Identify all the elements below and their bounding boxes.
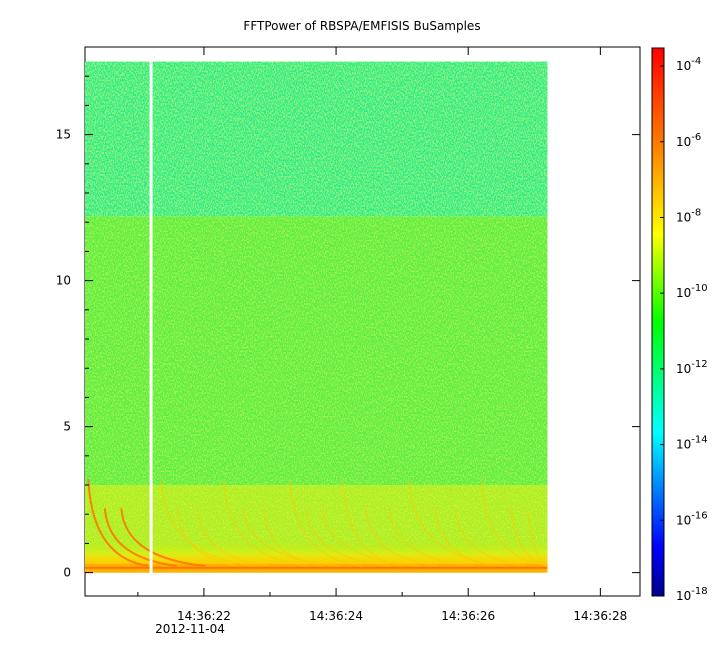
y-tick-label: 15	[56, 128, 71, 142]
colorbar-tick-label: 10-18	[676, 586, 708, 603]
whistler-trace	[87, 479, 149, 567]
heatmap-region-1	[85, 216, 548, 486]
whistler-trace	[365, 508, 438, 567]
colorbar-tick-label: 10-16	[676, 510, 708, 527]
colorbar	[651, 47, 665, 597]
x-axis: 14:36:22 14:36:24 14:36:26 14:36:28	[137, 47, 627, 623]
y-tick-label: 0	[63, 566, 71, 580]
y-tick-label: 10	[56, 274, 71, 288]
y-tick-label: 5	[63, 420, 71, 434]
y-axis: 0 5 10 15	[56, 75, 640, 580]
whistler-trace	[103, 508, 177, 567]
whistler-trace	[120, 508, 206, 567]
whistler-trace	[223, 479, 308, 567]
whistler-trace	[388, 508, 473, 567]
colorbar-tick-label: 10-6	[676, 132, 701, 149]
x-tick-label: 14:36:24	[309, 609, 363, 623]
whistler-trace	[262, 508, 324, 567]
heatmap-region-0	[85, 61, 548, 217]
x-axis-date-label: 2012-11-04	[155, 622, 225, 636]
whistler-trace	[176, 508, 238, 567]
low-frequency-gradient	[85, 537, 548, 564]
whistler-trace	[526, 508, 548, 567]
whistler-trace	[434, 508, 496, 567]
whistler-trace	[480, 479, 548, 567]
whistler-trace	[160, 479, 258, 567]
chart-title: FFTPower of RBSPA/EMFISIS BuSamples	[243, 19, 480, 33]
x-tick-label: 14:36:28	[573, 609, 627, 623]
colorbar-tick-label: 10-8	[676, 207, 701, 224]
low-frequency-line	[85, 566, 548, 569]
spectrogram-area	[85, 61, 548, 573]
data-gap-line	[149, 61, 153, 575]
colorbar-ticks: 10-4 10-6 10-8 10-10 10-12 10-14 10-16 10-18	[660, 56, 708, 603]
whistler-trace	[196, 508, 270, 567]
whistler-trace	[305, 508, 391, 567]
whistler-trace	[408, 479, 505, 567]
colorbar-tick-label: 10-10	[676, 283, 708, 300]
colorbar-tick-label: 10-14	[676, 435, 708, 452]
whistler-trace	[454, 508, 528, 567]
whistler-trace	[510, 508, 548, 567]
whistler-trace	[242, 508, 340, 567]
whistler-trace	[322, 508, 419, 567]
x-tick-label: 14:36:26	[441, 609, 495, 623]
colorbar-tick-label: 10-4	[676, 56, 701, 73]
whistler-trace	[289, 479, 362, 567]
colorbar-tick-label: 10-12	[676, 359, 708, 376]
whistler-trace	[341, 479, 403, 567]
x-tick-label: 14:36:22	[177, 609, 231, 623]
